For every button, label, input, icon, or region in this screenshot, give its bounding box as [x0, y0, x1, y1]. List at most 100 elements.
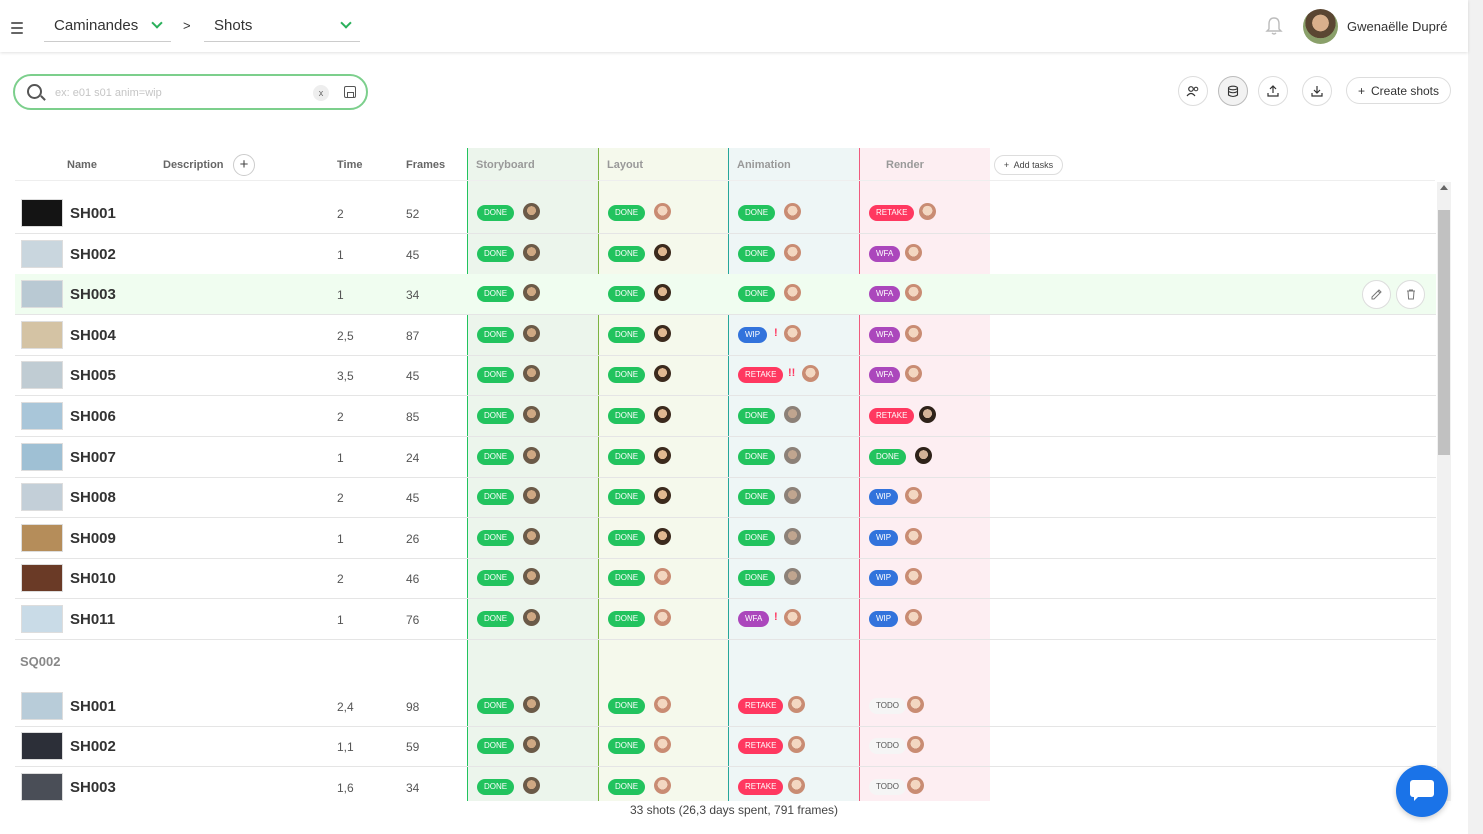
task-status-badge[interactable]: DONE: [608, 778, 646, 795]
table-row[interactable]: SH007 1 24 DONE DONE DONE DONE: [15, 437, 1436, 478]
shot-thumbnail[interactable]: [21, 732, 63, 761]
shot-thumbnail[interactable]: [21, 320, 63, 349]
assignee-avatar[interactable]: [654, 736, 671, 754]
task-status-badge[interactable]: RETAKE: [869, 408, 915, 424]
task-status-badge[interactable]: WIP: [869, 529, 899, 546]
clear-search-button[interactable]: x: [313, 85, 329, 101]
assignee-avatar[interactable]: [788, 776, 805, 794]
column-header-render[interactable]: Render: [886, 159, 924, 171]
column-header-animation[interactable]: Animation: [737, 159, 791, 171]
shot-thumbnail[interactable]: [21, 199, 63, 227]
task-status-badge[interactable]: DONE: [477, 611, 515, 627]
task-status-badge[interactable]: TODO: [869, 697, 906, 714]
table-row[interactable]: SH003 1,6 34 DONE DONE RETAKE TODO: [15, 767, 1436, 801]
task-status-badge[interactable]: WFA: [869, 286, 901, 303]
task-status-badge[interactable]: DONE: [477, 489, 515, 506]
assignee-avatar[interactable]: [907, 776, 924, 794]
assignee-avatar[interactable]: [523, 487, 540, 505]
task-status-badge[interactable]: WIP: [869, 570, 899, 587]
assignee-avatar[interactable]: [784, 243, 801, 261]
shot-thumbnail[interactable]: [21, 442, 63, 471]
shot-name[interactable]: SH005: [70, 367, 116, 385]
notification-bell-icon[interactable]: [1265, 16, 1283, 36]
assignee-avatar[interactable]: [784, 568, 801, 586]
assignee-avatar[interactable]: [523, 406, 540, 423]
assignee-avatar[interactable]: [523, 695, 540, 713]
assignee-avatar[interactable]: [654, 776, 671, 794]
assignee-avatar[interactable]: [784, 609, 801, 626]
task-status-badge[interactable]: DONE: [608, 367, 646, 384]
assignee-avatar[interactable]: [654, 243, 671, 261]
assignee-avatar[interactable]: [919, 203, 936, 220]
assignee-avatar[interactable]: [654, 527, 671, 545]
assignee-avatar[interactable]: [654, 446, 671, 464]
shot-thumbnail[interactable]: [21, 361, 63, 390]
task-status-badge[interactable]: DONE: [738, 205, 776, 221]
assignee-avatar[interactable]: [523, 568, 540, 586]
search-field[interactable]: x: [13, 74, 368, 110]
task-status-badge[interactable]: RETAKE: [738, 778, 784, 795]
task-status-badge[interactable]: DONE: [738, 245, 776, 262]
assignee-avatar[interactable]: [523, 284, 540, 302]
scroll-up-arrow-icon[interactable]: [1440, 185, 1448, 190]
section-select[interactable]: Shots: [204, 10, 360, 42]
assignee-avatar[interactable]: [654, 365, 671, 383]
shot-name[interactable]: SH003: [70, 778, 116, 796]
task-status-badge[interactable]: DONE: [477, 367, 515, 384]
task-status-badge[interactable]: DONE: [477, 778, 515, 795]
task-status-badge[interactable]: DONE: [477, 448, 515, 465]
assignee-avatar[interactable]: [523, 446, 540, 464]
assignee-avatar[interactable]: [905, 243, 922, 261]
column-header-storyboard[interactable]: Storyboard: [476, 159, 535, 171]
shot-name[interactable]: SH009: [70, 529, 116, 547]
people-filter-button[interactable]: [1178, 76, 1208, 106]
save-search-icon[interactable]: [344, 86, 356, 98]
edit-shot-button[interactable]: [1362, 280, 1391, 310]
shot-thumbnail[interactable]: [21, 772, 63, 801]
assignee-avatar[interactable]: [654, 609, 671, 626]
task-status-badge[interactable]: DONE: [608, 611, 646, 627]
assignee-avatar[interactable]: [907, 736, 924, 754]
task-status-badge[interactable]: DONE: [608, 570, 646, 587]
task-status-badge[interactable]: DONE: [869, 448, 907, 465]
table-row[interactable]: SH001 2 52 DONE DONE DONE RETAKE: [15, 193, 1436, 234]
task-status-badge[interactable]: WIP: [869, 489, 899, 506]
assignee-avatar[interactable]: [654, 284, 671, 302]
task-status-badge[interactable]: DONE: [608, 408, 646, 424]
task-status-badge[interactable]: DONE: [477, 245, 515, 262]
assignee-avatar[interactable]: [905, 324, 922, 342]
task-status-badge[interactable]: DONE: [477, 286, 515, 303]
column-header-frames[interactable]: Frames: [406, 159, 446, 171]
table-row[interactable]: SH002 1 45 DONE DONE DONE WFA: [15, 234, 1436, 275]
task-status-badge[interactable]: DONE: [738, 286, 776, 303]
shot-thumbnail[interactable]: [21, 402, 63, 430]
table-row[interactable]: SH008 2 45 DONE DONE DONE WIP: [15, 477, 1436, 519]
task-status-badge[interactable]: DONE: [738, 529, 776, 546]
assignee-avatar[interactable]: [654, 203, 671, 220]
assignee-avatar[interactable]: [784, 284, 801, 302]
user-avatar[interactable]: [1303, 9, 1338, 44]
assignee-avatar[interactable]: [654, 695, 671, 713]
column-header-description[interactable]: Description: [163, 159, 224, 171]
assignee-avatar[interactable]: [784, 203, 801, 220]
task-status-badge[interactable]: DONE: [608, 448, 646, 465]
shot-name[interactable]: SH003: [70, 286, 116, 304]
shot-name[interactable]: SH006: [70, 408, 116, 425]
add-metadata-column-button[interactable]: +: [233, 154, 255, 176]
assignee-avatar[interactable]: [654, 324, 671, 342]
task-status-badge[interactable]: DONE: [738, 448, 776, 465]
task-status-badge[interactable]: DONE: [477, 529, 515, 546]
production-select[interactable]: Caminandes: [44, 10, 171, 42]
task-status-badge[interactable]: DONE: [608, 738, 646, 755]
task-status-badge[interactable]: DONE: [477, 697, 515, 714]
add-tasks-button[interactable]: + Add tasks: [994, 155, 1063, 175]
task-status-badge[interactable]: TODO: [869, 778, 906, 795]
shot-name[interactable]: SH002: [70, 245, 116, 263]
task-status-badge[interactable]: TODO: [869, 738, 906, 755]
table-row[interactable]: SH006 2 85 DONE DONE DONE RETAKE: [15, 396, 1436, 437]
assignee-avatar[interactable]: [523, 736, 540, 754]
assignee-avatar[interactable]: [654, 568, 671, 586]
assignee-avatar[interactable]: [905, 284, 922, 302]
assignee-avatar[interactable]: [654, 406, 671, 423]
chat-support-button[interactable]: [1396, 765, 1448, 817]
